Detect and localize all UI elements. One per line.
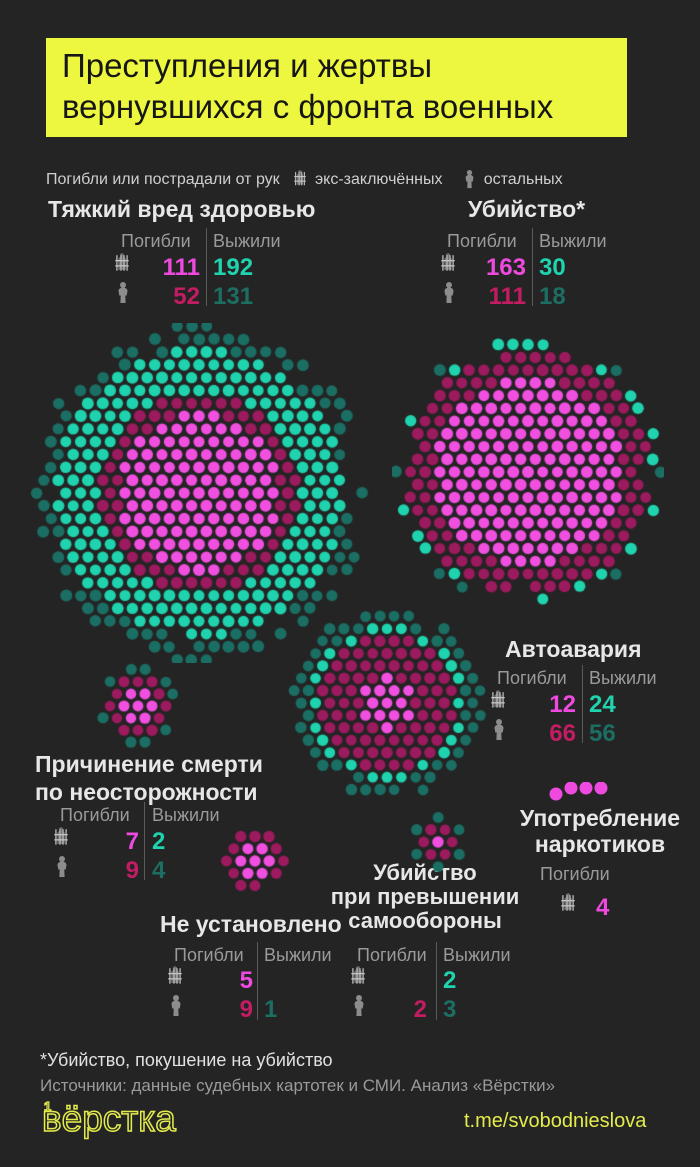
- svg-text:вёрстка: вёрстка: [42, 1098, 176, 1139]
- svg-text:1: 1: [44, 1099, 51, 1114]
